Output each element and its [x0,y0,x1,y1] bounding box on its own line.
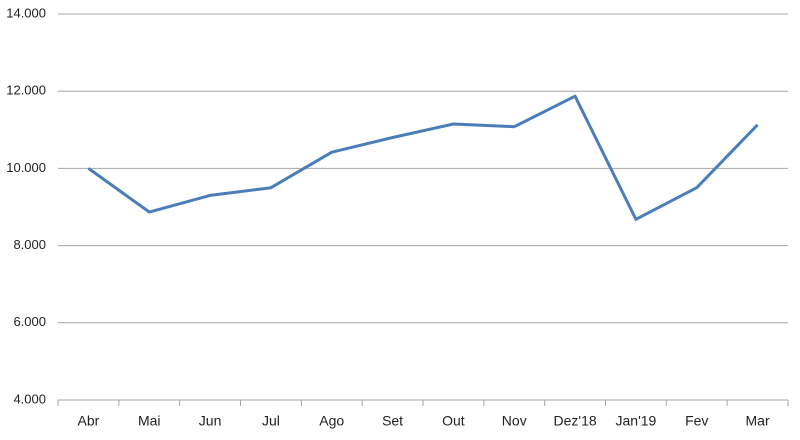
x-tick-label: Ago [319,413,344,429]
y-tick-label: 12.000 [6,83,46,98]
x-tick-label: Jan'19 [616,413,657,429]
x-tick-label: Set [382,413,403,429]
y-tick-label: 10.000 [6,160,46,175]
x-tick-label: Abr [78,413,100,429]
x-tick-label: Fev [685,413,708,429]
x-tick-label: Jun [199,413,222,429]
x-tick-label: Dez'18 [554,413,597,429]
data-line [87,94,759,221]
y-tick-label: 4.000 [13,391,46,406]
x-tick-label: Nov [502,413,527,429]
y-tick-label: 14.000 [6,5,46,20]
x-tick-label: Mar [746,413,770,429]
y-tick-label: 8.000 [13,237,46,252]
x-tick-label: Out [442,413,465,429]
x-tick-label: Mai [138,413,161,429]
x-tick-label: Jul [262,413,280,429]
y-tick-label: 6.000 [13,314,46,329]
